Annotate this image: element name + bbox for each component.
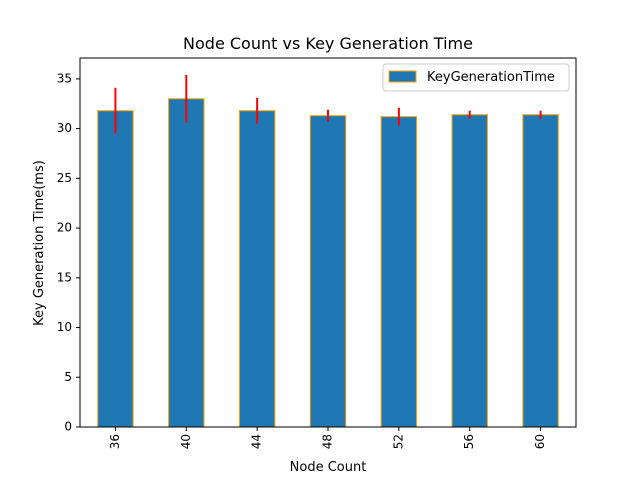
x-tick-label: 44: [250, 434, 264, 449]
x-tick-label: 60: [533, 434, 547, 449]
y-tick-label: 0: [64, 420, 72, 434]
bar: [168, 98, 205, 428]
legend-box: [382, 63, 570, 92]
legend-label: KeyGenerationTime: [427, 70, 555, 85]
error-bars-group: [114, 74, 542, 134]
x-tick-label: 36: [108, 434, 122, 449]
legend-swatch: [388, 70, 417, 83]
y-tick-label: 15: [57, 270, 72, 284]
y-axis-label: Key Generation Time(ms): [32, 160, 47, 326]
legend: KeyGenerationTime: [382, 63, 570, 92]
bar: [380, 116, 418, 428]
x-axis: 36 40 44 48 52 56 60: [108, 427, 547, 449]
y-tick-label: 35: [57, 71, 72, 85]
bar: [238, 110, 276, 428]
x-tick-label: 56: [462, 434, 476, 449]
y-tick-label: 30: [57, 121, 72, 135]
chart-title: Node Count vs Key Generation Time: [183, 34, 473, 53]
bar: [309, 115, 347, 428]
y-tick-label: 5: [64, 370, 72, 384]
y-tick-label: 20: [57, 221, 72, 235]
plot-frame: [79, 57, 577, 428]
x-tick-label: 52: [391, 434, 405, 449]
bar: [97, 110, 134, 428]
x-tick-label: 40: [179, 434, 193, 449]
bars-group: [97, 98, 559, 428]
y-tick-label: 25: [57, 171, 72, 185]
x-axis-label: Node Count: [290, 460, 367, 475]
bar: [451, 114, 488, 428]
bar: [522, 114, 559, 428]
y-axis: 0 5 10 15 20 25 30 35: [57, 71, 80, 434]
y-tick-label: 10: [57, 320, 72, 334]
x-tick-label: 48: [321, 434, 335, 449]
